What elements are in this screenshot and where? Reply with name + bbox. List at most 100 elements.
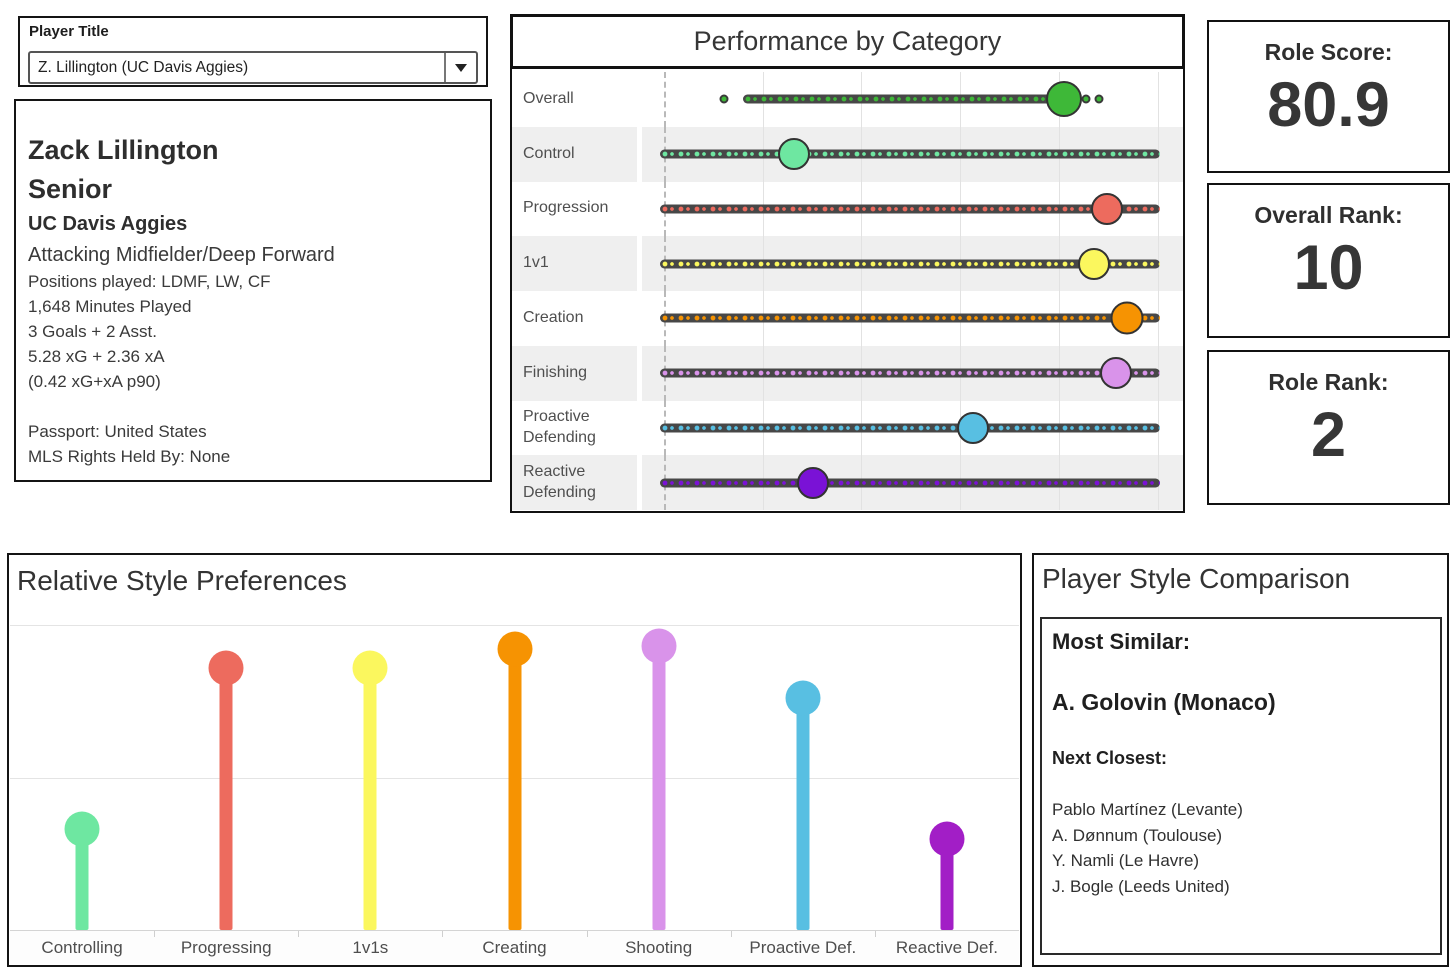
style-comparison-body: Most Similar: A. Golovin (Monaco) Next C… — [1040, 617, 1442, 955]
player-mark-proactive-defending[interactable] — [957, 411, 990, 444]
perf-row-plot — [637, 400, 1183, 456]
lollipop-mark-shooting[interactable] — [641, 628, 677, 664]
player-info-box: Zack Lillington Senior UC Davis Aggies A… — [14, 99, 492, 482]
player-team: UC Davis Aggies — [28, 213, 188, 236]
perf-category-label: Finishing — [523, 363, 588, 381]
x-axis-label-controlling: Controlling — [41, 938, 123, 957]
perf-row-proactive-defending: Proactive Defending — [512, 400, 1183, 456]
lollipop-stem-reactive-def — [940, 838, 954, 930]
next-closest-label: Next Closest: — [1052, 748, 1168, 768]
perf-category-label: Control — [523, 144, 575, 162]
next-closest-player: Y. Namli (Le Havre) — [1052, 851, 1200, 870]
perf-category-label: 1v1 — [523, 254, 549, 272]
perf-row-progression: Progression — [512, 181, 1183, 237]
player-minutes: 1,648 Minutes Played — [28, 297, 192, 317]
overall-rank-value: 10 — [1293, 233, 1364, 303]
distribution-strip — [742, 94, 1077, 104]
perf-category-label: Creation — [523, 308, 584, 326]
zero-reference-line — [663, 72, 666, 127]
most-similar-label: Most Similar: — [1052, 629, 1191, 654]
x-axis-tick — [298, 931, 300, 937]
perf-row-plot — [637, 181, 1183, 237]
player-mark-finishing[interactable] — [1100, 357, 1133, 390]
player-mark-reactive-defending[interactable] — [796, 466, 829, 499]
next-closest-player: Pablo Martínez (Levante) — [1052, 800, 1243, 819]
perf-row-creation: Creation — [512, 291, 1183, 346]
x-axis-label-proactive-def: Proactive Def. — [749, 938, 857, 957]
style-preferences-panel: Relative Style Preferences Controlling Pr… — [7, 553, 1022, 967]
distribution-strip — [659, 368, 1160, 378]
next-closest-player: J. Bogle (Leeds United) — [1052, 876, 1230, 896]
x-axis-tick — [154, 931, 156, 937]
x-axis-label-creating: Creating — [482, 938, 547, 957]
lollipop-stem-controlling — [75, 829, 89, 930]
perf-category-label: Reactive Defending — [523, 462, 596, 501]
role-score-value: 80.9 — [1267, 70, 1390, 140]
style-preferences-x-axis: Controlling Progressing 1v1s Creating Shooti… — [10, 930, 1019, 964]
next-closest-list: Pablo Martínez (Levante) A. Dønnum (Toulo… — [1052, 797, 1430, 899]
distribution-dot — [719, 94, 729, 104]
x-axis-tick — [442, 931, 444, 937]
perf-category-label: Proactive Defending — [523, 408, 596, 446]
x-axis-tick — [586, 931, 588, 937]
lollipop-stem-shooting — [652, 646, 666, 930]
x-axis-label-1v1s: 1v1s — [352, 938, 389, 957]
style-preferences-title: Relative Style Preferences — [17, 565, 347, 596]
player-goals-assists: 3 Goals + 2 Asst. — [28, 322, 157, 342]
role-score-box: Role Score: 80.9 — [1207, 20, 1450, 173]
distribution-strip — [659, 149, 1160, 159]
performance-panel: Performance by Category Overall Control Pr… — [510, 14, 1185, 513]
perf-category-label: Overall — [523, 89, 574, 107]
overall-rank-label: Overall Rank: — [1254, 202, 1403, 228]
player-filter-box: Player Title Z. Lillington (UC Davis Agg… — [18, 16, 488, 87]
dropdown-caret-button[interactable] — [444, 53, 476, 82]
perf-category-label: Progression — [523, 199, 609, 217]
x-axis-tick — [730, 931, 732, 937]
performance-title-box: Performance by Category — [510, 14, 1185, 69]
caret-down-icon — [455, 63, 467, 72]
player-class-year: Senior — [28, 174, 113, 205]
overall-rank-box: Overall Rank: 10 — [1207, 183, 1450, 338]
style-comparison-title: Player Style Comparison — [1042, 563, 1351, 594]
gridline — [10, 625, 1019, 626]
most-similar-player: A. Golovin (Monaco) — [1052, 689, 1276, 715]
distribution-strip — [659, 423, 1160, 433]
lollipop-mark-creating[interactable] — [497, 631, 532, 667]
perf-row-finishing: Finishing — [512, 345, 1183, 401]
lollipop-mark-controlling[interactable] — [64, 811, 100, 847]
gridline — [1158, 72, 1160, 127]
x-axis-label-reactive-def: Reactive Def. — [895, 938, 998, 957]
player-mark-creation[interactable] — [1110, 301, 1144, 335]
player-mark-1v1[interactable] — [1078, 247, 1111, 280]
player-mark-control[interactable] — [778, 138, 811, 171]
performance-title: Performance by Category — [693, 26, 1002, 56]
x-axis-label-shooting: Shooting — [625, 938, 693, 957]
distribution-strip — [659, 313, 1160, 323]
lollipop-mark-proactive-def[interactable] — [785, 680, 821, 716]
perf-row-plot — [637, 236, 1183, 291]
perf-row-plot — [637, 126, 1183, 182]
perf-row-plot — [637, 291, 1183, 346]
x-axis-tick — [874, 931, 876, 937]
lollipop-stem-creating — [508, 649, 521, 930]
player-positions: Positions played: LDMF, LW, CF — [28, 272, 271, 292]
perf-row-reactive-defending: Reactive Defending — [512, 455, 1183, 510]
player-mark-progression[interactable] — [1091, 192, 1124, 225]
player-select-dropdown[interactable]: Z. Lillington (UC Davis Aggies) — [28, 51, 478, 84]
distribution-dot — [1094, 94, 1104, 104]
lollipop-mark-reactive-def[interactable] — [929, 821, 965, 856]
lollipop-mark-1v1s[interactable] — [352, 650, 388, 686]
role-score-label: Role Score: — [1264, 39, 1393, 65]
distribution-strip — [659, 478, 1160, 488]
player-mls-rights: MLS Rights Held By: None — [28, 447, 231, 467]
role-rank-value: 2 — [1310, 400, 1347, 470]
player-role: Attacking Midfielder/Deep Forward — [28, 244, 335, 267]
player-xg-xa: 5.28 xG + 2.36 xA — [28, 347, 165, 367]
player-mark-overall[interactable] — [1045, 81, 1082, 118]
style-comparison-panel: Player Style Comparison Most Similar: A.… — [1032, 553, 1449, 967]
lollipop-mark-progressing[interactable] — [208, 650, 244, 686]
player-filter-label: Player Title — [29, 23, 109, 40]
player-name: Zack Lillington — [28, 135, 219, 165]
distribution-strip — [659, 259, 1160, 269]
perf-row-overall: Overall — [512, 72, 1183, 127]
